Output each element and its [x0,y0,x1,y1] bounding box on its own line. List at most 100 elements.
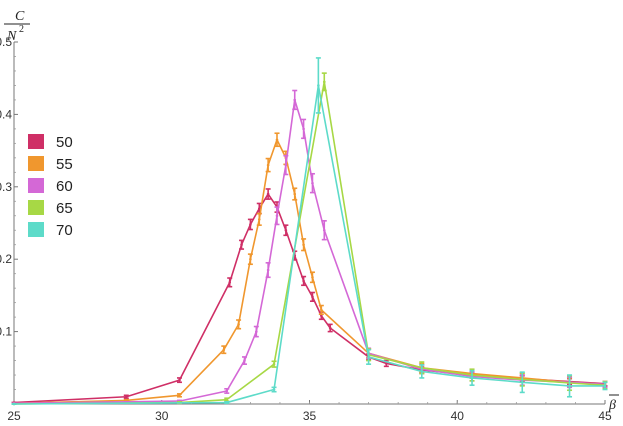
x-tick-label: 30 [155,409,169,423]
x-tick-label: 40 [451,409,465,423]
error-bar [602,381,608,391]
data-point [385,362,388,365]
data-point [568,384,571,388]
data-point [257,218,261,221]
error-bar [519,371,525,394]
error-bar [315,57,321,114]
series-65 [11,72,608,406]
data-point [293,192,297,196]
data-point [124,395,128,399]
data-point [284,163,288,167]
data-point [266,268,270,272]
data-point [272,388,276,391]
series-line [13,81,606,405]
error-bar [176,377,182,384]
data-point [367,355,370,359]
data-point [249,257,252,261]
legend-swatch [28,178,44,193]
error-bar [301,238,307,252]
data-point [225,389,229,393]
data-point [255,330,258,333]
error-bar [283,224,289,237]
data-point [237,323,240,326]
series-layer [11,57,608,406]
error-bar [265,188,271,200]
data-point [275,214,279,218]
data-point [293,98,297,102]
legend-label: 60 [56,178,73,195]
data-point [317,84,320,87]
legend-label: 70 [56,222,73,239]
data-point [275,138,279,142]
legend: 50 55 60 65 70 [28,134,73,239]
legend-item-50: 50 [28,134,73,151]
error-bar [469,369,475,386]
data-point [225,398,229,401]
data-point [240,243,243,247]
data-point [328,326,332,330]
error-bar [327,323,333,333]
data-point [178,394,181,397]
data-point [225,401,229,404]
legend-swatch [28,156,44,171]
x-tick-label: 25 [7,409,21,423]
axis-ticks: 25 30 35 40 45 0.1 0.2 0.3 0.4 0.5 [0,35,612,423]
series-line [13,99,606,405]
y-tick-label: 0.1 [0,325,12,339]
data-point [266,192,270,196]
data-point [178,378,181,382]
data-point [249,223,252,226]
error-bar [256,212,262,226]
data-point [322,228,326,232]
y-tick-label: 0.5 [0,35,12,49]
error-bar [241,356,247,365]
legend-item-60: 60 [28,178,73,195]
y-tick-label: 0.3 [0,180,12,194]
data-point [243,359,246,362]
data-point [284,228,288,232]
error-bar [321,72,327,92]
series-60 [11,89,608,405]
error-bar [301,118,307,140]
data-point [302,127,305,131]
error-bar [271,386,277,393]
series-50 [11,188,608,404]
error-bar [224,387,230,394]
error-bar [236,319,242,330]
y-axis-label-exponent: 2 [19,24,24,35]
error-bar [292,89,298,111]
legend-label: 50 [56,134,73,151]
error-bar [176,393,182,398]
error-bar [274,206,280,226]
error-bar [567,374,573,398]
error-bar [123,394,129,400]
error-bar [321,220,327,241]
legend-label: 55 [56,156,73,173]
error-bar [11,402,17,406]
data-point [257,207,261,210]
data-point [272,362,276,366]
y-tick-label: 0.4 [0,107,12,121]
legend-item-70: 70 [28,222,73,239]
series-line [13,84,605,405]
legend-label: 65 [56,200,73,217]
data-point [603,384,607,388]
data-point [302,279,305,283]
series-line [13,193,606,404]
error-bar [274,132,280,148]
data-point [266,163,270,167]
x-axis-label-text: β [608,398,616,413]
legend-item-65: 65 [28,200,73,217]
y-axis-label: C N 2 [4,9,30,44]
y-axis-label-denominator: N [6,29,17,44]
data-point [222,348,226,352]
data-point [420,370,424,373]
error-bar [247,218,253,231]
y-tick-label: 0.2 [0,252,12,266]
data-point [311,276,314,279]
series-line [13,138,606,405]
legend-swatch [28,200,44,215]
error-bar [309,271,315,284]
error-bar [292,187,298,201]
